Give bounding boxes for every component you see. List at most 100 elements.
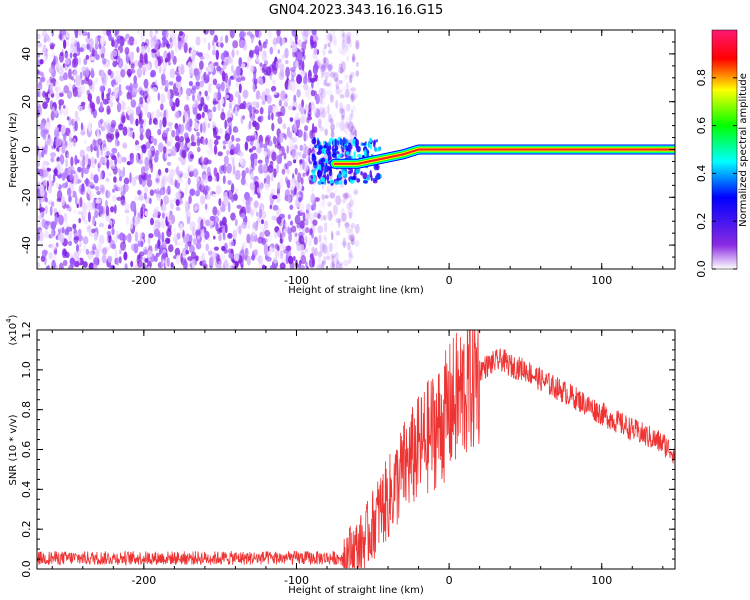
noise-cell: [284, 47, 289, 59]
noise-cell: [223, 163, 227, 174]
noise-cell: [325, 119, 330, 128]
noise-cell: [232, 164, 236, 175]
noise-cell: [300, 115, 305, 124]
noise-cell: [217, 86, 221, 94]
noise-cell: [41, 197, 44, 203]
noise-cell: [128, 36, 135, 46]
noise-cell: [262, 44, 268, 49]
noise-cell: [144, 156, 150, 168]
noise-cell: [48, 67, 54, 74]
noise-cell: [301, 31, 305, 37]
noise-cell: [220, 98, 225, 104]
noise-cell: [300, 255, 307, 265]
spectrogram-heatmap: [37, 30, 675, 269]
noise-cell: [319, 107, 325, 115]
noise-cell: [229, 149, 235, 156]
noise-cell: [337, 219, 341, 228]
noise-cell: [276, 192, 281, 204]
noise-cell: [258, 40, 262, 46]
noise-cell: [328, 63, 332, 71]
transition-cell: [337, 154, 340, 160]
noise-cell: [292, 255, 296, 262]
noise-cell: [259, 62, 263, 67]
noise-cell: [309, 35, 314, 45]
noise-cell: [317, 264, 323, 269]
transition-cell: [363, 149, 367, 158]
noise-cell: [80, 84, 86, 95]
noise-cell: [349, 94, 354, 100]
noise-cell: [271, 151, 277, 162]
noise-cell: [99, 85, 104, 93]
noise-cell: [117, 234, 124, 240]
noise-cell: [145, 171, 149, 182]
noise-cell: [133, 59, 139, 67]
noise-cell: [277, 116, 283, 125]
noise-cell: [253, 249, 258, 256]
noise-cell: [336, 228, 341, 235]
noise-cell: [351, 94, 356, 102]
noise-cell: [226, 149, 230, 156]
transition-cell: [334, 180, 340, 185]
noise-cell: [148, 120, 152, 125]
noise-cell: [148, 233, 154, 239]
noise-cell: [335, 252, 339, 260]
noise-cell: [165, 30, 169, 39]
noise-cell: [129, 172, 132, 184]
noise-cell: [235, 137, 241, 142]
noise-cell: [208, 82, 212, 94]
noise-cell: [238, 225, 242, 235]
noise-cell: [344, 74, 349, 80]
noise-cell: [269, 246, 273, 254]
noise-cell: [259, 78, 264, 86]
noise-cell: [52, 253, 57, 260]
noise-cell: [196, 230, 201, 236]
noise-cell: [349, 234, 355, 240]
noise-cell: [343, 84, 348, 92]
noise-cell: [298, 203, 305, 213]
noise-cell: [337, 89, 342, 97]
noise-cell: [318, 201, 323, 208]
noise-cell: [346, 56, 349, 62]
noise-cell: [277, 49, 280, 54]
noise-cell: [143, 192, 147, 200]
noise-cell: [278, 99, 283, 107]
noise-cell: [213, 126, 219, 136]
noise-cell: [250, 210, 254, 216]
noise-cell: [330, 253, 337, 259]
noise-cell: [347, 241, 351, 251]
noise-cell: [293, 94, 297, 103]
noise-cell: [64, 52, 69, 59]
noise-cell: [222, 232, 226, 241]
noise-cell: [328, 79, 333, 89]
noise-cell: [338, 108, 344, 114]
noise-cell: [220, 52, 226, 61]
colorbar-ticks: 0.0 0.2 0.4 0.6 0.8: [695, 69, 737, 278]
noise-cell: [332, 239, 339, 250]
noise-cell: [351, 240, 357, 246]
noise-cell: [164, 79, 169, 91]
noise-cell: [335, 195, 342, 206]
noise-cell: [110, 119, 117, 128]
noise-cell: [317, 225, 324, 234]
noise-cell: [287, 84, 293, 91]
noise-cell: [330, 219, 335, 227]
noise-cell: [159, 187, 166, 196]
noise-cell: [350, 237, 355, 246]
noise-cell: [89, 99, 93, 109]
noise-cell: [337, 80, 343, 85]
noise-cell: [351, 222, 355, 229]
noise-cell: [226, 121, 233, 128]
noise-cell: [190, 141, 197, 147]
noise-cell: [231, 196, 235, 203]
colorbar-gradient: [711, 29, 738, 270]
noise-cell: [126, 161, 132, 166]
transition-cell: [375, 139, 378, 143]
noise-cell: [314, 197, 320, 202]
noise-cell: [207, 42, 211, 51]
noise-cell: [166, 149, 172, 154]
noise-cell: [325, 35, 330, 44]
noise-cell: [350, 109, 354, 119]
noise-cell: [206, 95, 210, 101]
noise-cell: [63, 39, 67, 49]
